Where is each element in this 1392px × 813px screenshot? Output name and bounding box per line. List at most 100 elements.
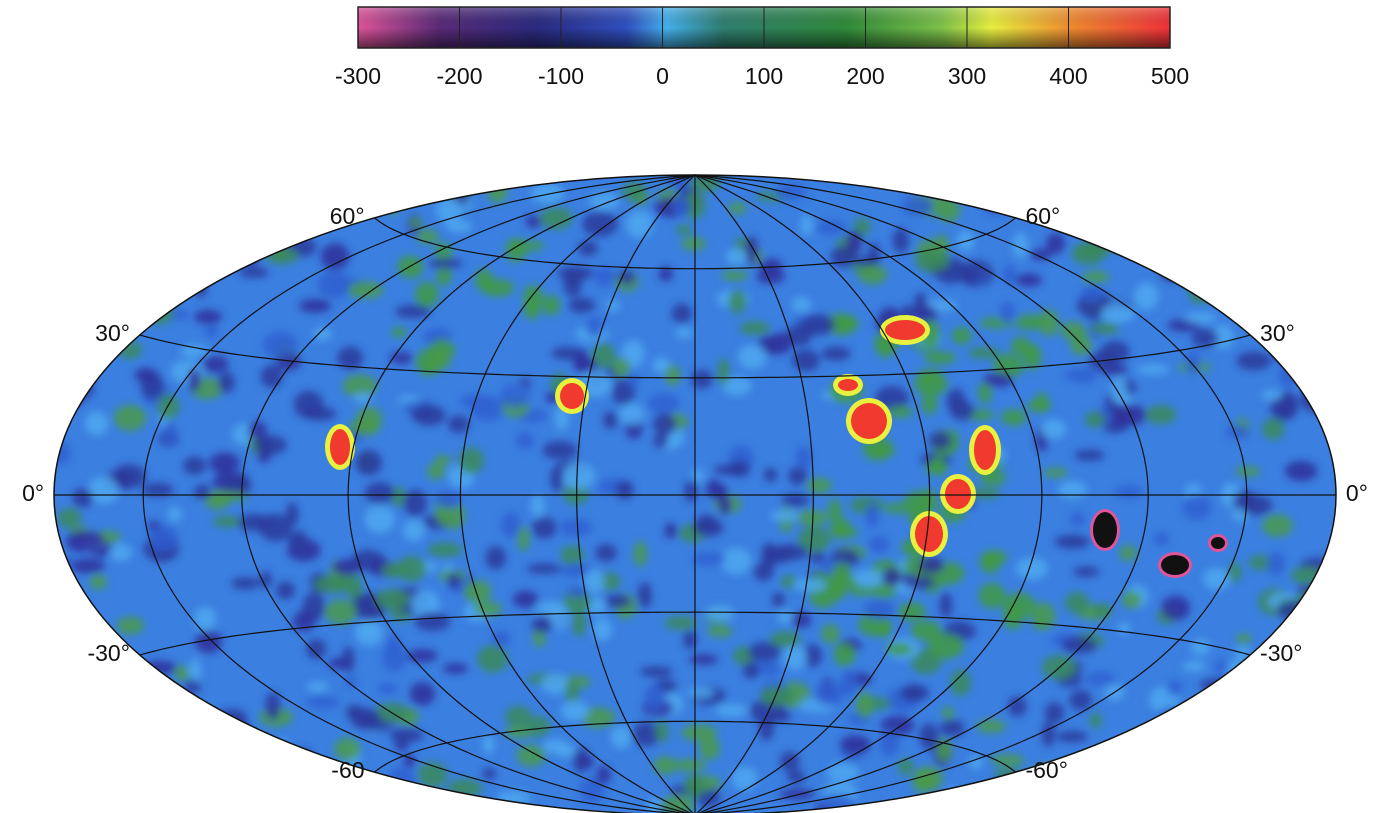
noise-blob	[717, 358, 729, 385]
noise-blob	[687, 688, 714, 698]
noise-blob	[517, 744, 546, 766]
noise-blob	[1163, 254, 1196, 277]
noise-blob	[1122, 591, 1142, 609]
noise-blob	[37, 640, 72, 653]
noise-blob	[739, 321, 770, 334]
latitude-label: -60°	[1025, 757, 1067, 783]
noise-blob	[57, 175, 77, 201]
latitude-label: 30°	[95, 320, 130, 346]
noise-blob	[364, 505, 394, 533]
noise-blob	[110, 211, 145, 237]
noise-blob	[928, 633, 964, 659]
noise-blob	[1267, 552, 1285, 575]
noise-blob	[772, 592, 785, 607]
noise-blob	[486, 546, 507, 570]
spot	[1093, 512, 1117, 548]
sky-image	[37, 162, 1346, 813]
noise-blob	[259, 514, 292, 542]
noise-blob	[944, 787, 960, 813]
noise-blob	[1073, 567, 1099, 577]
noise-blob	[1055, 535, 1090, 549]
noise-blob	[692, 469, 704, 482]
noise-blob	[942, 707, 954, 719]
noise-blob	[915, 249, 949, 272]
noise-blob	[57, 508, 81, 528]
noise-blob	[1000, 302, 1015, 324]
noise-blob	[1236, 633, 1251, 644]
noise-blob	[1182, 661, 1206, 672]
noise-blob	[157, 394, 179, 419]
noise-blob	[672, 303, 692, 323]
noise-blob	[644, 684, 665, 711]
noise-blob	[562, 462, 595, 489]
noise-blob	[48, 253, 82, 264]
noise-blob	[435, 491, 462, 508]
colorbar-tick-label: 300	[948, 63, 986, 89]
noise-blob	[1155, 756, 1183, 777]
noise-blob	[288, 531, 308, 548]
noise-blob	[446, 573, 461, 587]
colorbar-tick-label: -200	[436, 63, 482, 89]
noise-blob	[897, 758, 913, 775]
noise-blob	[1315, 306, 1341, 317]
noise-blob	[582, 211, 618, 236]
noise-blob	[613, 358, 631, 378]
noise-blob	[556, 744, 576, 757]
noise-blob	[929, 431, 952, 450]
noise-blob	[879, 621, 891, 638]
noise-blob	[1076, 795, 1102, 813]
noise-blob	[333, 559, 361, 576]
noise-blob	[962, 269, 983, 282]
noise-blob	[1089, 322, 1119, 334]
noise-blob	[294, 391, 324, 419]
noise-blob	[150, 525, 179, 552]
noise-blob	[715, 704, 747, 717]
noise-blob	[46, 345, 66, 356]
noise-blob	[778, 610, 794, 624]
colorbar	[358, 7, 1170, 48]
noise-blob	[109, 543, 132, 561]
noise-blob	[856, 692, 874, 718]
noise-blob	[260, 186, 294, 201]
noise-blob	[313, 576, 349, 593]
noise-blob	[1016, 314, 1045, 329]
colorbar-tick-label: 500	[1151, 63, 1189, 89]
noise-blob	[94, 721, 127, 742]
noise-blob	[50, 248, 63, 270]
noise-blob	[1251, 298, 1279, 316]
noise-blob	[299, 299, 331, 313]
spot	[851, 403, 887, 439]
noise-blob	[448, 415, 470, 433]
noise-blob	[1188, 282, 1219, 292]
noise-blob	[525, 215, 541, 228]
noise-blob	[1223, 232, 1237, 248]
noise-blob	[62, 680, 77, 702]
noise-blob	[72, 488, 93, 508]
noise-blob	[1081, 285, 1104, 304]
noise-blob	[729, 461, 750, 477]
noise-blob	[531, 183, 564, 204]
noise-blob	[801, 314, 835, 335]
noise-blob	[131, 789, 163, 810]
noise-blob	[921, 394, 937, 414]
noise-blob	[203, 749, 232, 776]
noise-blob	[177, 238, 195, 261]
noise-blob	[224, 192, 246, 207]
noise-blob	[112, 464, 146, 488]
noise-blob	[1174, 729, 1189, 748]
noise-blob	[375, 589, 411, 610]
noise-blob	[1324, 375, 1344, 392]
noise-blob	[1158, 195, 1178, 212]
noise-blob	[90, 575, 107, 590]
noise-blob	[1278, 233, 1299, 247]
noise-blob	[430, 350, 450, 370]
noise-blob	[1271, 695, 1304, 706]
noise-blob	[165, 167, 189, 187]
noise-blob	[47, 753, 64, 776]
noise-blob	[1213, 702, 1232, 725]
noise-blob	[531, 494, 545, 516]
noise-blob	[1074, 450, 1104, 461]
noise-blob	[1303, 795, 1318, 813]
noise-blob	[618, 270, 636, 284]
noise-blob	[1300, 386, 1331, 412]
